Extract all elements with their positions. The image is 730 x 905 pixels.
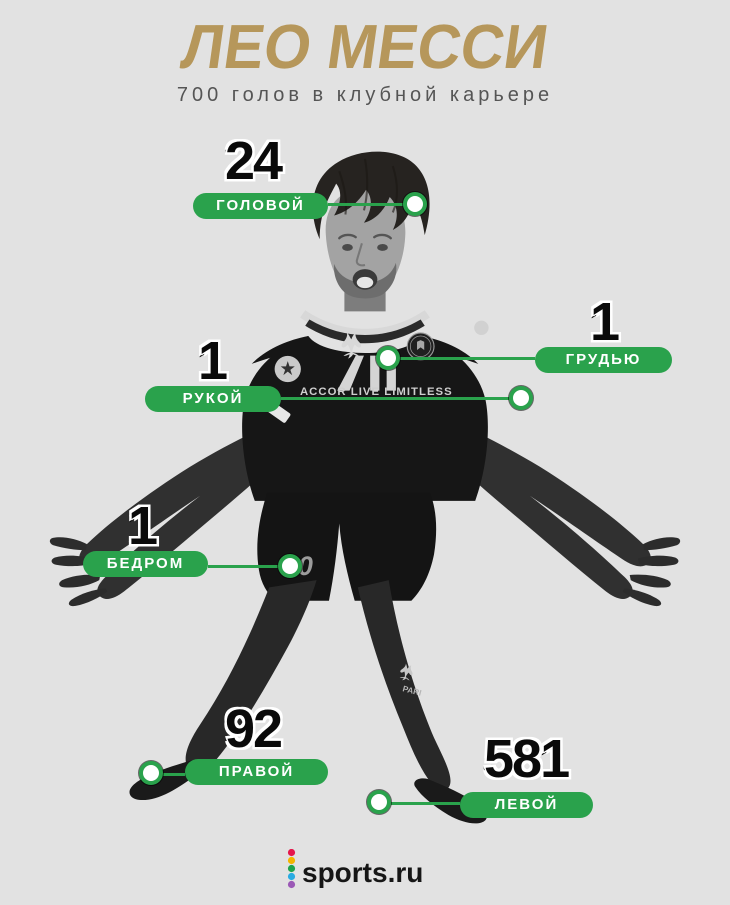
svg-text:sports.ru: sports.ru: [302, 857, 423, 888]
